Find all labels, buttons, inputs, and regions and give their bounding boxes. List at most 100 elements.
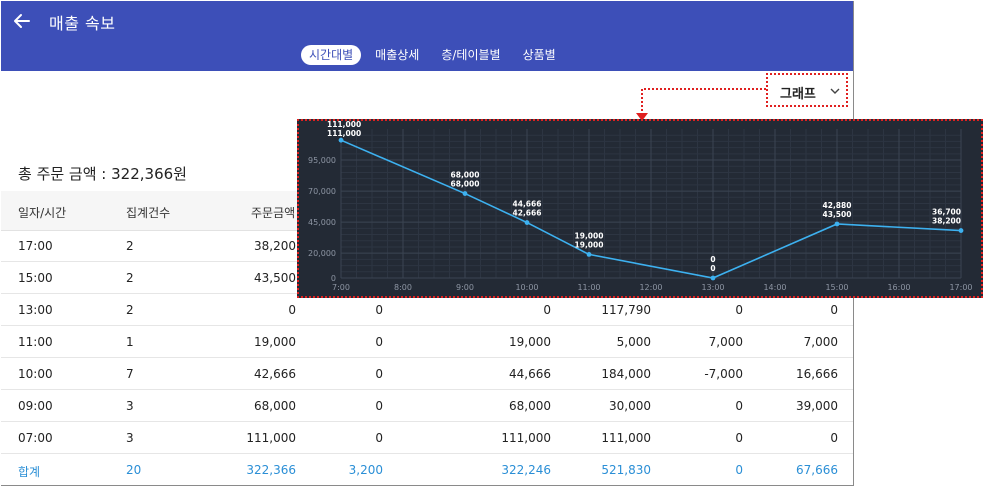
cell-count: 20	[126, 463, 142, 477]
cell-col7: 0	[735, 463, 743, 477]
data-label: 44,666	[513, 200, 542, 209]
cell-col6: 30,000	[609, 399, 651, 413]
cell-col4: 0	[375, 431, 383, 445]
data-label: 0	[710, 264, 715, 273]
data-label: 0	[710, 255, 715, 264]
cell-col7: 7,000	[708, 335, 743, 349]
table-row[interactable]: 10:00 7 42,666 0 44,666 184,000 -7,000 16,666	[1, 358, 853, 390]
line-chart-panel: 7:00 8:00 9:00 10:00 11:00 12:00 13:00 14:00 15:…	[297, 119, 983, 298]
cell-count: 3	[126, 399, 134, 413]
cell-time: 합계	[18, 465, 41, 479]
table-row[interactable]: 11:00 1 19,000 0 19,000 5,000 7,000 7,000	[1, 326, 853, 358]
cell-order-amount: 68,000	[254, 399, 296, 413]
y-tick-label: 95,000	[308, 156, 336, 165]
cell-time: 15:00	[18, 271, 53, 285]
header-time: 일자/시간	[18, 206, 67, 220]
data-label: 111,000	[327, 121, 361, 129]
cell-time: 13:00	[18, 303, 53, 317]
tab-hourly[interactable]: 시간대별	[301, 45, 362, 65]
data-label: 111,000	[327, 129, 361, 138]
chevron-down-icon	[830, 88, 840, 94]
cell-col7: 0	[735, 431, 743, 445]
data-label: 68,000	[451, 180, 480, 189]
data-label: 19,000	[575, 231, 604, 240]
cell-col5: 111,000	[501, 431, 551, 445]
table-row[interactable]: 13:00 2 0 0 0 117,790 0 0	[1, 294, 853, 326]
data-label: 38,200	[932, 217, 961, 226]
cell-col8: 0	[830, 431, 838, 445]
y-tick-label: 45,000	[308, 218, 336, 227]
table-row[interactable]: 07:00 3 111,000 0 111,000 111,000 0 0	[1, 422, 853, 454]
cell-count: 2	[126, 303, 134, 317]
x-tick-label: 9:00	[456, 283, 474, 292]
cell-time: 10:00	[18, 367, 53, 381]
cell-col4: 3,200	[348, 463, 383, 477]
cell-order-amount: 38,200	[254, 239, 296, 253]
cell-col6: 111,000	[601, 431, 651, 445]
cell-order-amount: 19,000	[254, 335, 296, 349]
tab-by-product[interactable]: 상품별	[522, 48, 556, 62]
data-point	[710, 275, 716, 281]
tab-sales-detail[interactable]: 매출상세	[375, 48, 420, 62]
cell-count: 3	[126, 431, 134, 445]
header-order-amount: 주문금액	[251, 206, 296, 220]
y-tick-label: 0	[331, 274, 336, 283]
data-point	[462, 191, 468, 196]
cell-time: 07:00	[18, 431, 53, 445]
cell-col7: 0	[735, 303, 743, 317]
cell-col4: 0	[375, 399, 383, 413]
x-tick-label: 10:00	[515, 283, 538, 292]
cell-count: 2	[126, 239, 134, 253]
cell-time: 09:00	[18, 399, 53, 413]
x-tick-label: 17:00	[949, 283, 972, 292]
cell-col6: 184,000	[601, 367, 651, 381]
dropdown-label: 그래프	[780, 87, 816, 102]
cell-col5: 0	[543, 303, 551, 317]
total-order-amount: 총 주문 금액 : 322,366원	[18, 165, 187, 183]
tab-floor-table[interactable]: 층/테이블별	[441, 48, 501, 62]
tab-bar: 시간대별 매출상세 층/테이블별 상품별	[301, 45, 564, 67]
cell-col8: 0	[830, 303, 838, 317]
cell-col5: 44,666	[509, 367, 551, 381]
cell-col8: 39,000	[796, 399, 838, 413]
cell-col4: 0	[375, 303, 383, 317]
x-tick-label: 11:00	[577, 283, 600, 292]
header-count: 집계건수	[126, 206, 171, 220]
table-sum-row[interactable]: 합계 20 322,366 3,200 322,246 521,830 0 67,666	[1, 454, 853, 485]
line-chart: 7:00 8:00 9:00 10:00 11:00 12:00 13:00 14:00 15:…	[308, 121, 973, 292]
cell-order-amount: 322,366	[246, 463, 296, 477]
cell-col8: 7,000	[803, 335, 838, 349]
x-tick-label: 12:00	[639, 283, 662, 292]
data-point	[834, 221, 840, 227]
cell-order-amount: 43,500	[254, 271, 296, 285]
x-tick-label: 13:00	[701, 283, 724, 292]
data-point	[524, 220, 530, 225]
cell-col6: 5,000	[616, 335, 651, 349]
data-label: 42,666	[513, 209, 542, 218]
cell-col4: 0	[375, 335, 383, 349]
cell-col8: 16,666	[796, 367, 838, 381]
x-tick-label: 16:00	[887, 283, 910, 292]
cell-count: 1	[126, 335, 134, 349]
data-label: 19,000	[575, 240, 604, 249]
cell-order-amount: 111,000	[246, 431, 296, 445]
cell-col7: -7,000	[704, 367, 743, 381]
data-point	[338, 137, 344, 143]
y-tick-label: 20,000	[308, 249, 336, 258]
x-tick-label: 7:00	[332, 283, 350, 292]
view-mode-dropdown[interactable]: 그래프	[766, 73, 848, 107]
cell-order-amount: 42,666	[254, 367, 296, 381]
data-label: 36,700	[932, 208, 961, 217]
cell-order-amount: 0	[288, 303, 296, 317]
cell-col5: 68,000	[509, 399, 551, 413]
table-row[interactable]: 09:00 3 68,000 0 68,000 30,000 0 39,000	[1, 390, 853, 422]
back-arrow-icon[interactable]	[11, 10, 33, 32]
cell-count: 7	[126, 367, 134, 381]
cell-col6: 117,790	[601, 303, 651, 317]
data-label: 42,880	[823, 201, 852, 210]
data-label: 43,500	[823, 210, 852, 219]
app-bar: 매출 속보 시간대별 매출상세 층/테이블별 상품별	[1, 1, 853, 71]
cell-col7: 0	[735, 399, 743, 413]
x-tick-label: 15:00	[825, 283, 848, 292]
